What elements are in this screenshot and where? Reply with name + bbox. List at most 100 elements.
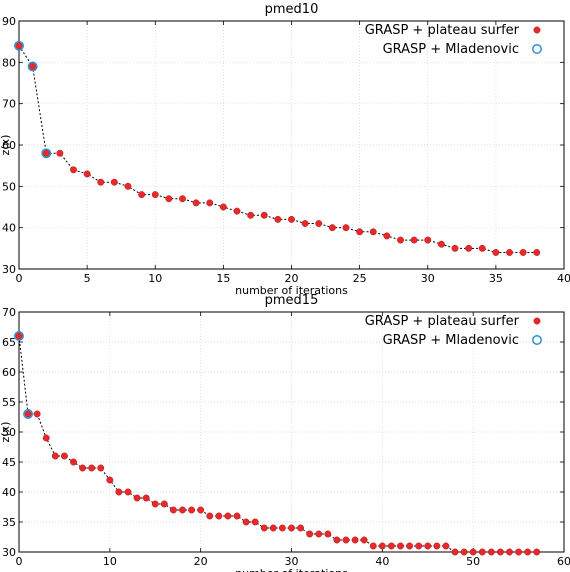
data-point-plateau [487,548,495,556]
data-point-plateau [260,524,268,532]
data-point-plateau [97,464,105,472]
data-point-plateau [197,506,205,514]
data-point-plateau [387,542,395,550]
data-point-plateau [451,244,459,252]
data-point-plateau [79,464,87,472]
y-tick-label: 55 [2,396,16,409]
data-point-plateau [169,506,177,514]
x-tick-label: 10 [103,555,117,568]
x-tick-label: 20 [194,555,208,568]
legend-label: GRASP + Mladenovic [383,333,519,348]
series-line [18,335,537,553]
y-tick-label: 80 [2,56,16,69]
x-tick-label: 60 [557,555,570,568]
data-point-plateau [165,195,173,203]
data-point-plateau [369,542,377,550]
data-point-plateau [533,249,541,256]
data-point-plateau [315,220,323,227]
data-point-plateau [478,548,486,556]
data-point-plateau [515,548,523,556]
data-point-plateau [433,542,441,550]
data-point-plateau [415,542,423,550]
data-point-plateau [106,476,114,484]
data-point-plateau [33,410,41,418]
y-tick-label: 30 [2,546,16,559]
data-point-plateau [460,548,468,556]
data-point-plateau [369,228,377,236]
data-point-plateau [60,452,68,460]
y-tick-label: 70 [2,306,16,319]
data-point-plateau [70,458,77,466]
data-point-plateau [333,536,341,544]
data-point-plateau [424,542,432,550]
data-point-plateau [297,524,305,532]
data-point-plateau [138,191,146,199]
y-tick-label: 50 [2,180,16,193]
x-tick-label: 30 [285,555,299,568]
data-point-plateau [192,199,200,207]
y-axis-label: z(x) [0,422,12,443]
y-tick-label: 50 [2,426,16,439]
data-point-plateau [260,211,268,219]
data-point-plateau [469,548,477,556]
data-point-plateau [151,191,159,199]
data-point-plateau [88,464,96,472]
y-tick-label: 60 [2,139,16,152]
x-tick-label: 10 [148,272,162,285]
data-point-plateau [342,224,350,232]
data-point-plateau [442,542,450,550]
data-point-plateau [465,244,473,252]
y-tick-label: 90 [2,15,16,28]
data-point-plateau [179,195,186,203]
data-point-plateau [496,548,504,556]
data-point-plateau [288,524,295,532]
y-tick-label: 40 [2,222,16,235]
x-tick-label: 15 [216,272,230,285]
data-point-plateau [383,232,391,240]
data-point-plateau [506,249,513,256]
data-point-plateau [124,182,132,190]
data-point-plateau [215,512,223,520]
data-point-plateau [242,518,250,526]
x-tick-label: 40 [375,555,389,568]
chart-title: pmed10 [265,2,319,17]
data-point-plateau [519,249,527,256]
x-axis-label: number of iterations [235,567,348,572]
data-point-plateau [206,512,214,520]
legend: GRASP + plateau surfer GRASP + Mladenovic [365,314,542,348]
data-point-plateau [247,211,255,219]
legend-marker-plateau [533,26,541,34]
data-point-plateau [278,524,286,532]
data-point-plateau [233,207,241,215]
legend-marker-mladenovic [532,335,542,345]
x-tick-label: 30 [421,272,435,285]
data-point-plateau [324,530,332,538]
data-point-plateau [437,240,445,248]
data-point-plateau [328,224,336,232]
data-point-plateau [179,506,186,514]
data-point-plateau [533,548,541,556]
data-point-plateau [356,228,364,236]
data-point-plateau [360,536,368,544]
x-tick-label: 0 [16,555,23,568]
legend-marker-mladenovic [532,44,542,54]
legend-label: GRASP + plateau surfer [365,314,520,329]
data-point-mladenovic [14,331,24,341]
y-tick-label: 60 [2,366,16,379]
data-point-plateau [133,494,141,502]
data-point-plateau [315,530,323,538]
chart-1: pmed15 0 10 20 30 40 50 60 30 35 40 45 50 55 60 65 70 num… [0,293,570,572]
data-point-plateau [51,452,59,460]
x-tick-label: 0 [16,272,23,285]
data-point-plateau [97,178,105,186]
y-tick-label: 45 [2,456,16,469]
x-tick-label: 50 [466,555,480,568]
data-point-plateau [24,410,32,418]
y-tick-label: 40 [2,486,16,499]
data-point-plateau [142,494,150,502]
y-tick-label: 30 [2,263,16,276]
data-point-plateau [206,199,214,207]
data-point-plateau [224,512,232,520]
data-point-plateau [492,249,500,256]
